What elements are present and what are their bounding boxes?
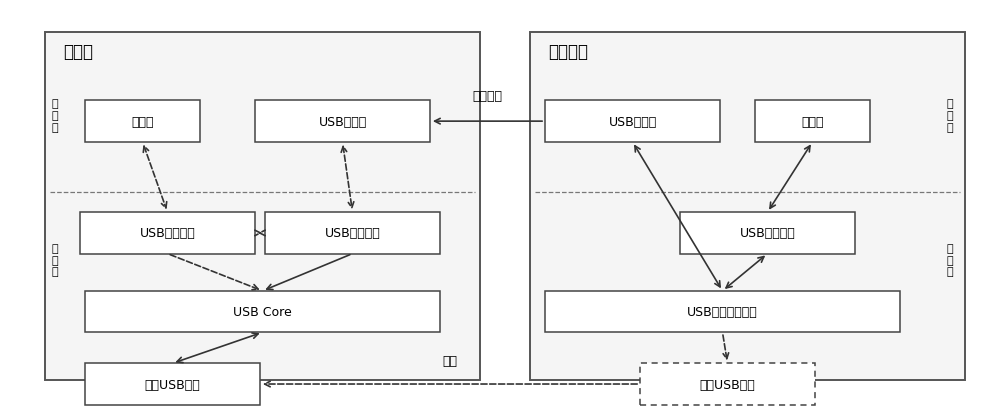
- Bar: [85, 101, 200, 142]
- Text: 程序二: 程序二: [801, 115, 824, 128]
- Bar: [80, 213, 255, 254]
- Bar: [85, 291, 440, 332]
- Text: USB原生驱动: USB原生驱动: [740, 227, 795, 240]
- Bar: [530, 33, 965, 380]
- Text: 终端侧: 终端侧: [63, 43, 93, 61]
- Bar: [85, 363, 260, 405]
- Text: 映射: 映射: [442, 355, 458, 368]
- Text: 用
户
态: 用 户 态: [52, 99, 59, 132]
- Text: USB服务端: USB服务端: [608, 115, 657, 128]
- Bar: [680, 213, 855, 254]
- Text: USB通用驱动: USB通用驱动: [325, 227, 380, 240]
- Text: USB客户端: USB客户端: [318, 115, 367, 128]
- Bar: [545, 101, 720, 142]
- Bar: [545, 291, 900, 332]
- Bar: [755, 101, 870, 142]
- Text: 内
核
态: 内 核 态: [52, 244, 59, 277]
- Text: 内
核
态: 内 核 态: [946, 244, 953, 277]
- Text: 虚拟USB设备: 虚拟USB设备: [700, 377, 755, 391]
- Text: 物理USB设备: 物理USB设备: [145, 377, 200, 391]
- Bar: [255, 101, 430, 142]
- Text: 用
户
态: 用 户 态: [946, 99, 953, 132]
- Text: 程序一: 程序一: [131, 115, 154, 128]
- Bar: [45, 33, 480, 380]
- Bar: [265, 213, 440, 254]
- Text: 服务器侧: 服务器侧: [548, 43, 588, 61]
- Text: USB虚拟总线驱动: USB虚拟总线驱动: [687, 305, 758, 318]
- Text: USB原生驱动: USB原生驱动: [140, 227, 195, 240]
- Text: 虚拟通道: 虚拟通道: [473, 90, 503, 103]
- Text: USB Core: USB Core: [233, 305, 292, 318]
- Bar: [640, 363, 815, 405]
